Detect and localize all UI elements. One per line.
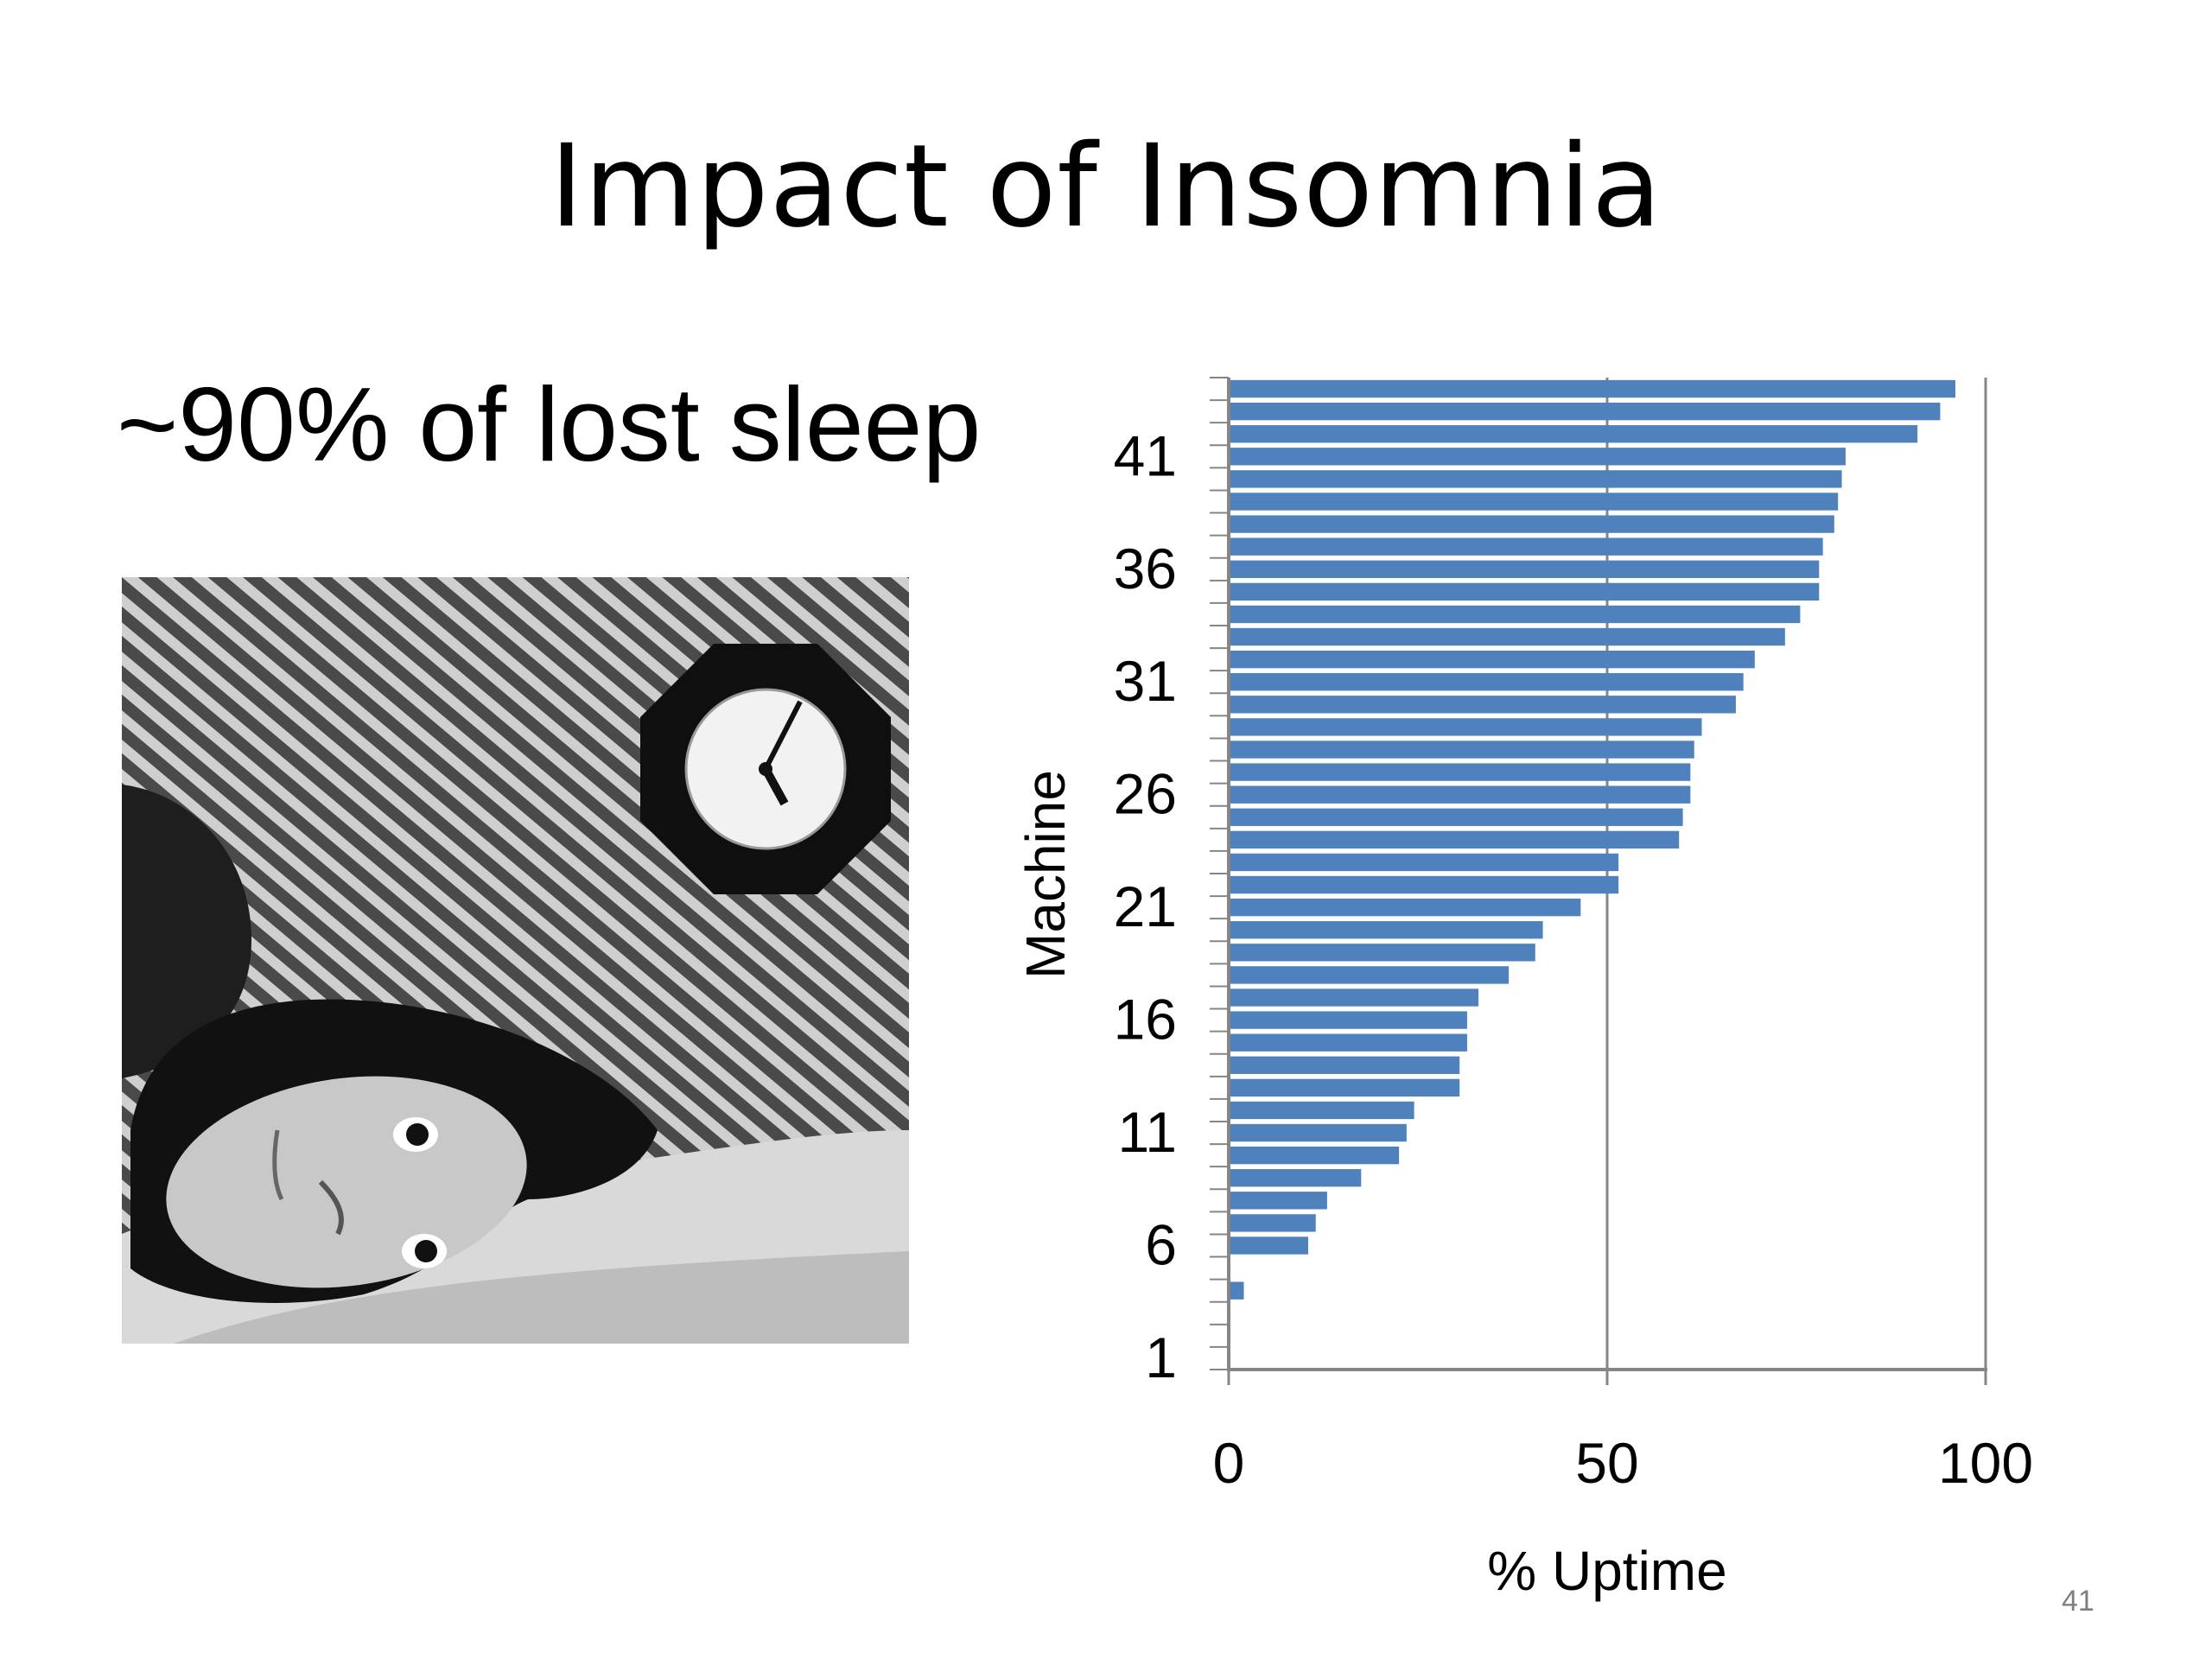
bar-machine-10 bbox=[1229, 1146, 1400, 1165]
bar-machine-32 bbox=[1229, 650, 1755, 669]
bar-machine-40 bbox=[1229, 470, 1842, 488]
bar-machine-29 bbox=[1229, 718, 1702, 736]
insomnia-photo bbox=[122, 577, 909, 1344]
y-tick-label-36: 36 bbox=[1114, 537, 1177, 601]
x-tick-label-50: 50 bbox=[1575, 1431, 1638, 1495]
bar-machine-6 bbox=[1229, 1236, 1308, 1255]
bar-machine-44 bbox=[1229, 379, 1955, 398]
y-axis-title: Machine bbox=[1014, 770, 1077, 979]
bar-machine-13 bbox=[1229, 1078, 1460, 1097]
bar-machine-34 bbox=[1229, 605, 1801, 624]
bar-machine-16 bbox=[1229, 1011, 1467, 1029]
bar-machine-26 bbox=[1229, 785, 1691, 804]
page-number: 41 bbox=[2062, 1585, 2094, 1618]
bar-machine-25 bbox=[1229, 808, 1683, 826]
bar-machine-14 bbox=[1229, 1056, 1460, 1074]
bar-machine-22 bbox=[1229, 875, 1619, 894]
bar-machine-20 bbox=[1229, 921, 1543, 939]
bar-machine-38 bbox=[1229, 515, 1834, 533]
bar-machine-4 bbox=[1229, 1281, 1244, 1300]
y-tick-label-1: 1 bbox=[1145, 1325, 1177, 1389]
bar-machine-18 bbox=[1229, 966, 1510, 984]
bar-machine-31 bbox=[1229, 673, 1744, 691]
bar-machine-7 bbox=[1229, 1214, 1316, 1232]
bar-machine-24 bbox=[1229, 830, 1680, 849]
bar-machine-17 bbox=[1229, 988, 1479, 1007]
bar-machine-36 bbox=[1229, 560, 1820, 578]
bar-machine-23 bbox=[1229, 853, 1619, 872]
y-tick-label-6: 6 bbox=[1145, 1213, 1177, 1277]
y-tick-label-26: 26 bbox=[1114, 762, 1177, 826]
bar-machine-30 bbox=[1229, 696, 1736, 714]
bar-machine-12 bbox=[1229, 1101, 1414, 1120]
bar-machine-19 bbox=[1229, 944, 1535, 962]
x-tick-label-100: 100 bbox=[1938, 1431, 2033, 1495]
x-axis-title: % Uptime bbox=[1487, 1540, 1726, 1602]
y-tick-label-11: 11 bbox=[1117, 1100, 1177, 1164]
clock-icon bbox=[640, 644, 891, 894]
x-tick-label-0: 0 bbox=[1213, 1431, 1245, 1495]
bar-machine-35 bbox=[1229, 582, 1820, 601]
y-tick-label-41: 41 bbox=[1114, 423, 1177, 487]
bar-machine-41 bbox=[1229, 448, 1846, 466]
bar-machine-8 bbox=[1229, 1192, 1327, 1210]
bar-machine-43 bbox=[1229, 402, 1941, 421]
bar-machine-27 bbox=[1229, 763, 1691, 781]
slide-title: Impact of Insomnia bbox=[550, 120, 1662, 253]
bar-machine-9 bbox=[1229, 1169, 1362, 1187]
bar-machine-28 bbox=[1229, 741, 1694, 759]
y-tick-label-16: 16 bbox=[1114, 988, 1177, 1052]
bullet-text: ~90% of lost sleep bbox=[117, 365, 982, 483]
bar-machine-33 bbox=[1229, 627, 1785, 646]
bar-machine-11 bbox=[1229, 1123, 1407, 1142]
y-tick-label-31: 31 bbox=[1114, 649, 1177, 713]
bar-machine-21 bbox=[1229, 898, 1581, 917]
y-tick-label-21: 21 bbox=[1114, 874, 1177, 938]
bar-machine-15 bbox=[1229, 1033, 1467, 1052]
insomnia-photo-icon bbox=[122, 577, 909, 1344]
bar-machine-42 bbox=[1229, 425, 1918, 443]
bar-machine-39 bbox=[1229, 493, 1839, 511]
bar-machine-37 bbox=[1229, 537, 1823, 556]
